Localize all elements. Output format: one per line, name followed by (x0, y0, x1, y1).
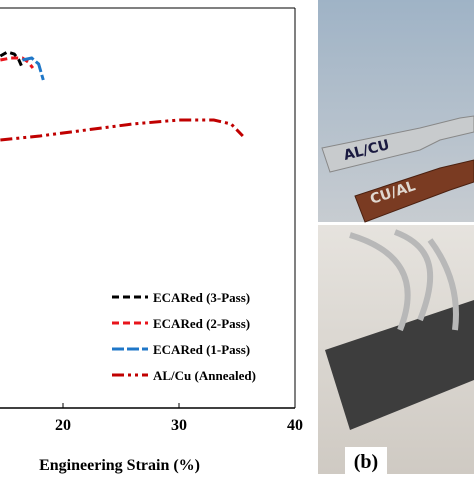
label-box (345, 447, 387, 475)
bent-strips (349, 229, 459, 332)
legend-label: ECARed (1-Pass) (153, 342, 250, 357)
x-tick-label: 30 (171, 417, 187, 434)
al-strip (321, 115, 474, 173)
line-series (0, 50, 24, 69)
ruler (325, 300, 474, 430)
x-tick-label: 40 (287, 417, 303, 434)
legend-label: ECARed (2-Pass) (153, 316, 250, 331)
cu-strip (354, 159, 474, 223)
line-series (22, 56, 45, 81)
panel-label: (b) (354, 451, 378, 473)
line-series (0, 118, 244, 142)
line-series (0, 56, 35, 69)
chart: 20 30 40 Engineering Strain (%) ECARed (3-Pa… (0, 7, 303, 474)
x-axis-label: Engineering Strain (%) (39, 457, 200, 474)
legend-label: ECARed (3-Pass) (153, 290, 250, 305)
x-tick-label: 20 (55, 417, 71, 434)
legend-label: AL/Cu (Annealed) (153, 368, 256, 383)
photo-panel: AL/CU CU/AL (b) (318, 0, 474, 475)
